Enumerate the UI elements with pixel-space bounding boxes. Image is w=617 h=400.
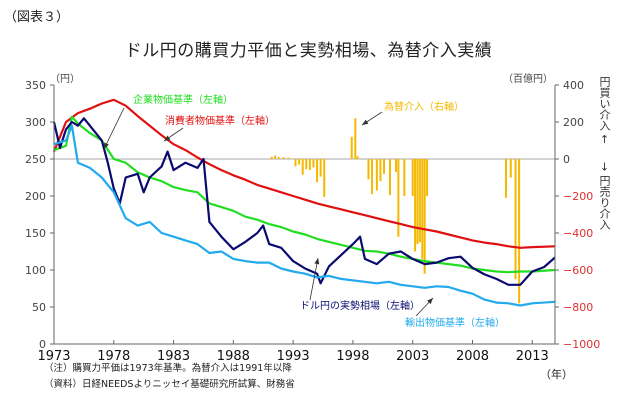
figure-label: （図表３） xyxy=(4,10,70,25)
intervention-bar xyxy=(367,159,370,180)
x-axis-tick-label: 2008 xyxy=(456,349,489,364)
annotation-arrow xyxy=(309,257,319,301)
intervention-bar xyxy=(354,118,357,159)
intervention-bar xyxy=(383,159,386,174)
intervention-bar xyxy=(416,159,419,245)
intervention-bar xyxy=(350,136,353,159)
x-axis-tick-label: 1998 xyxy=(336,349,369,364)
footnote-note: （注）購買力平価は1973年基準。為替介入は1991年以降 xyxy=(44,363,292,374)
intervention-bar xyxy=(371,159,374,195)
right-axis-tick-label: −800 xyxy=(563,301,593,314)
annotation-arrowhead xyxy=(104,142,109,149)
x-axis-tick-label: 1978 xyxy=(97,349,130,364)
annotation-arrowhead xyxy=(164,135,171,141)
intervention-bar xyxy=(418,159,421,243)
intervention-bar xyxy=(270,156,273,159)
right-axis-tick-label: −1000 xyxy=(563,338,600,351)
x-axis-tick-label: 1988 xyxy=(217,349,250,364)
annotation-arrowhead xyxy=(314,258,320,265)
intervention-bar xyxy=(274,155,277,159)
intervention-bar xyxy=(301,159,304,175)
left-axis-tick-label: 200 xyxy=(25,190,46,203)
right-axis-tick-label: −400 xyxy=(563,227,593,240)
annotation-label: 輸出物価基準（左軸） xyxy=(405,316,505,329)
x-axis-tick-label: 1983 xyxy=(157,349,190,364)
intervention-bar xyxy=(423,159,426,274)
intervention-bar xyxy=(514,159,517,280)
intervention-bar xyxy=(282,157,285,159)
left-axis-tick-label: 0 xyxy=(39,338,46,351)
annotation-arrowhead xyxy=(427,298,433,305)
intervention-bar xyxy=(379,159,382,182)
left-axis-tick-label: 150 xyxy=(25,227,46,240)
series-line xyxy=(52,98,556,249)
x-axis-tick-label: 2013 xyxy=(516,349,549,364)
left-axis-tick-label: 100 xyxy=(25,264,46,277)
intervention-bar xyxy=(323,159,326,197)
intervention-bar xyxy=(277,157,280,159)
left-axis-tick-label: 300 xyxy=(25,116,46,129)
intervention-bar xyxy=(388,159,391,196)
intervention-bar xyxy=(426,159,429,196)
chart-title: ドル円の購買力平価と実勢相場、為替介入実績 xyxy=(124,41,493,61)
yen-sell-intervention-label: → 円売り介入 xyxy=(598,162,611,230)
left-axis-tick-label: 250 xyxy=(25,153,46,166)
intervention-bar xyxy=(298,159,301,165)
intervention-bar xyxy=(421,159,424,259)
left-axis-unit: （円） xyxy=(50,74,80,85)
annotation-arrowhead xyxy=(362,119,369,125)
series-line xyxy=(53,115,556,274)
intervention-bar xyxy=(394,159,397,172)
intervention-bar xyxy=(316,159,319,183)
intervention-bar xyxy=(397,159,400,237)
right-axis-tick-label: −600 xyxy=(563,264,593,277)
intervention-bar xyxy=(411,159,414,196)
annotation-label: ドル円の実勢相場（左軸） xyxy=(300,299,420,312)
right-axis-tick-label: 400 xyxy=(563,79,584,92)
intervention-bar xyxy=(356,156,359,159)
annotation-arrow xyxy=(103,107,125,150)
intervention-bar xyxy=(287,157,290,159)
right-axis-tick-label: 200 xyxy=(563,116,584,129)
right-axis-tick-label: −200 xyxy=(563,190,593,203)
intervention-bar xyxy=(403,159,406,196)
intervention-bar xyxy=(504,159,507,198)
x-axis-tick-label: 2003 xyxy=(396,349,429,364)
right-axis-unit: （百億円） xyxy=(503,74,553,85)
intervention-bar xyxy=(509,159,512,178)
intervention-bar xyxy=(312,159,315,168)
annotation-label: 消費者物価基準（左軸） xyxy=(165,114,275,127)
footnote-source: （資料）日経NEEDSよりニッセイ基礎研究所試算、財務省 xyxy=(44,379,295,390)
intervention-bar xyxy=(375,159,378,191)
left-axis-tick-label: 350 xyxy=(25,79,46,92)
series-line xyxy=(52,117,556,286)
intervention-bar xyxy=(294,159,297,167)
annotation-label: 企業物価基準（左軸） xyxy=(133,93,233,106)
x-axis-tick-label: 1973 xyxy=(37,349,70,364)
series-line xyxy=(53,124,556,307)
yen-buy-intervention-label: 円買い介入 ← xyxy=(598,76,611,144)
intervention-bar xyxy=(414,159,417,252)
x-axis-unit: （年） xyxy=(540,368,573,381)
intervention-bar xyxy=(518,159,521,304)
intervention-bar xyxy=(319,159,322,177)
x-axis-tick-label: 1993 xyxy=(277,349,310,364)
annotation-label: 為替介入（右軸） xyxy=(384,100,464,113)
right-axis-tick-label: 0 xyxy=(563,153,570,166)
left-axis-tick-label: 50 xyxy=(32,301,46,314)
intervention-bar xyxy=(305,159,308,170)
intervention-bar xyxy=(308,159,311,171)
